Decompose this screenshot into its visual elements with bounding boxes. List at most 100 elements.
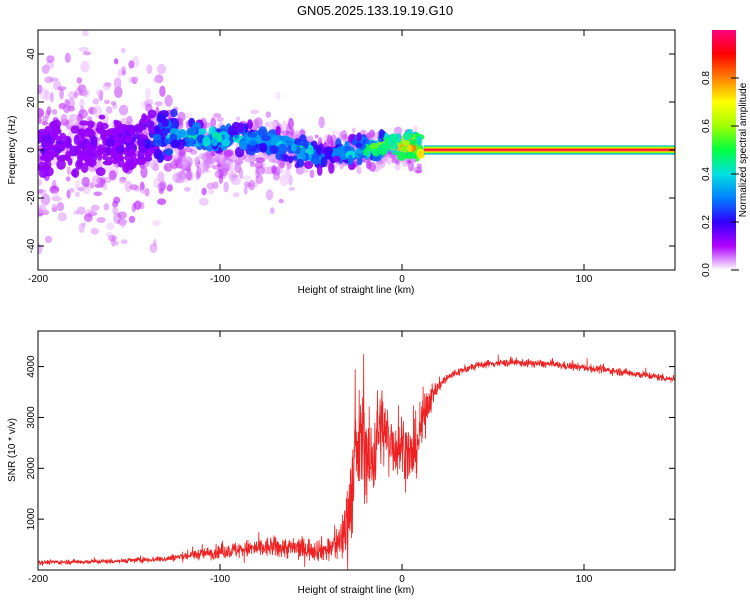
noise-speckle xyxy=(82,51,92,56)
noise-speckle xyxy=(185,170,193,181)
snr-y-axis-label: SNR (10 * v/v) xyxy=(7,418,18,482)
noise-speckle xyxy=(249,161,255,167)
noise-speckle xyxy=(46,106,52,115)
ridge-blob xyxy=(316,165,323,176)
noise-speckle xyxy=(413,125,418,134)
noise-speckle xyxy=(216,116,224,123)
noise-speckle xyxy=(81,176,90,187)
colorbar-tick-label: 0.4 xyxy=(701,167,712,181)
noise-speckle xyxy=(149,243,158,254)
noise-speckle xyxy=(227,162,237,173)
noise-speckle xyxy=(342,133,349,143)
noise-speckle xyxy=(178,147,186,158)
noise-speckle xyxy=(51,196,62,202)
ridge-blob xyxy=(86,128,94,134)
ridge-blob xyxy=(57,155,67,162)
ridge-blob xyxy=(75,132,85,142)
snr-panel: -200 -100 0 100 1000 2000 3000 4000 Height of … xyxy=(7,330,676,596)
ridge-blob xyxy=(224,133,230,140)
ridge-blob xyxy=(296,152,306,162)
ridge-blob xyxy=(169,133,178,142)
noise-speckle xyxy=(198,162,207,174)
ridge-blob xyxy=(290,143,297,152)
spectrogram-x-axis-label: Height of straight line (km) xyxy=(298,285,415,296)
snr-x-axis-label: Height of straight line (km) xyxy=(298,585,415,596)
noise-speckle xyxy=(98,90,104,101)
ridge-blob xyxy=(69,145,79,157)
ridge-blob xyxy=(176,131,184,138)
noise-speckle xyxy=(183,186,191,192)
noise-speckle xyxy=(44,235,53,244)
noise-speckle xyxy=(393,126,403,136)
noise-speckle xyxy=(218,173,224,185)
noise-speckle xyxy=(164,94,173,107)
ridge-blob xyxy=(56,159,66,170)
noise-speckle xyxy=(82,184,91,195)
noise-speckle xyxy=(185,112,192,119)
noise-speckle xyxy=(38,108,45,118)
ridge-blob xyxy=(277,143,288,155)
ridge-blob xyxy=(275,125,281,136)
noise-speckle xyxy=(413,166,423,174)
ridge-blob xyxy=(332,155,341,163)
ridge-blob xyxy=(56,128,62,135)
ridge-blob xyxy=(347,154,353,166)
noise-speckle xyxy=(195,171,200,181)
noise-speckle xyxy=(66,189,71,199)
noise-speckle xyxy=(351,127,356,134)
ridge-blob xyxy=(197,128,207,135)
noise-speckle xyxy=(172,172,182,183)
spectrogram-y-axis-label: Frequency (Hz) xyxy=(7,116,18,185)
colorbar-label: Normalized spectral amplitude xyxy=(738,82,749,217)
noise-speckle xyxy=(252,119,259,131)
noise-speckle xyxy=(118,104,129,116)
ridge-blob xyxy=(389,133,399,141)
ridge-blob xyxy=(65,137,71,147)
noise-speckle xyxy=(166,184,173,192)
ridge-blob xyxy=(170,139,180,149)
ridge-blob xyxy=(132,125,141,132)
noise-speckle xyxy=(73,91,78,99)
noise-speckle xyxy=(113,196,121,204)
colorbar: 0.0 0.2 0.4 0.6 0.8 Normalized spectral ampl… xyxy=(701,30,749,277)
noise-speckle xyxy=(260,166,271,175)
noise-speckle xyxy=(118,178,127,184)
noise-speckle xyxy=(294,130,301,141)
ridge-blob xyxy=(136,156,146,166)
ridge-blob xyxy=(79,120,89,126)
noise-speckle xyxy=(152,238,157,247)
noise-speckle xyxy=(92,98,100,105)
ridge-blob xyxy=(303,139,309,150)
ridge-blob xyxy=(98,147,105,153)
noise-speckle xyxy=(368,162,377,172)
colorbar-tick-label: 0.8 xyxy=(701,71,712,85)
noise-speckle xyxy=(90,204,100,212)
ridge-blob xyxy=(202,136,211,147)
noise-speckle xyxy=(288,174,293,186)
ridge-blob xyxy=(87,120,95,129)
noise-speckle xyxy=(129,184,139,190)
noise-speckle xyxy=(255,165,266,175)
ridge-blob xyxy=(356,132,362,142)
noise-speckle xyxy=(172,153,181,159)
noise-speckle xyxy=(309,169,315,179)
noise-speckle xyxy=(221,168,227,173)
noise-speckle xyxy=(112,206,119,215)
noise-speckle xyxy=(224,152,229,161)
ridge-blob xyxy=(137,138,146,149)
noise-speckle xyxy=(299,129,306,136)
noise-speckle xyxy=(41,121,49,126)
noise-speckle xyxy=(67,105,76,112)
noise-speckle xyxy=(286,161,291,170)
noise-speckle xyxy=(49,77,59,82)
ridge-blob xyxy=(258,126,268,138)
noise-speckle xyxy=(265,111,271,118)
noise-speckle xyxy=(65,99,71,108)
noise-speckle xyxy=(76,206,86,215)
ridge-blob xyxy=(389,141,398,150)
noise-speckle xyxy=(69,187,75,193)
noise-speckle xyxy=(250,109,260,115)
noise-speckle xyxy=(318,116,325,129)
noise-speckle xyxy=(81,88,90,98)
y-tick-label: 0 xyxy=(26,147,37,153)
